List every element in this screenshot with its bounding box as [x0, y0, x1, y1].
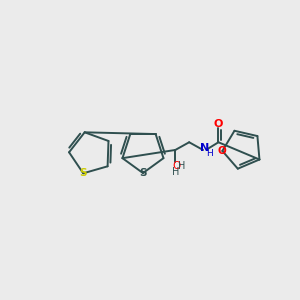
Text: O: O — [218, 146, 227, 156]
Text: O: O — [172, 161, 180, 171]
Text: N: N — [200, 143, 209, 153]
Text: S: S — [139, 168, 147, 178]
Text: O: O — [214, 119, 223, 129]
Text: S: S — [80, 168, 87, 178]
Text: H: H — [207, 149, 213, 158]
Text: H: H — [178, 161, 185, 171]
Text: H: H — [172, 167, 179, 177]
